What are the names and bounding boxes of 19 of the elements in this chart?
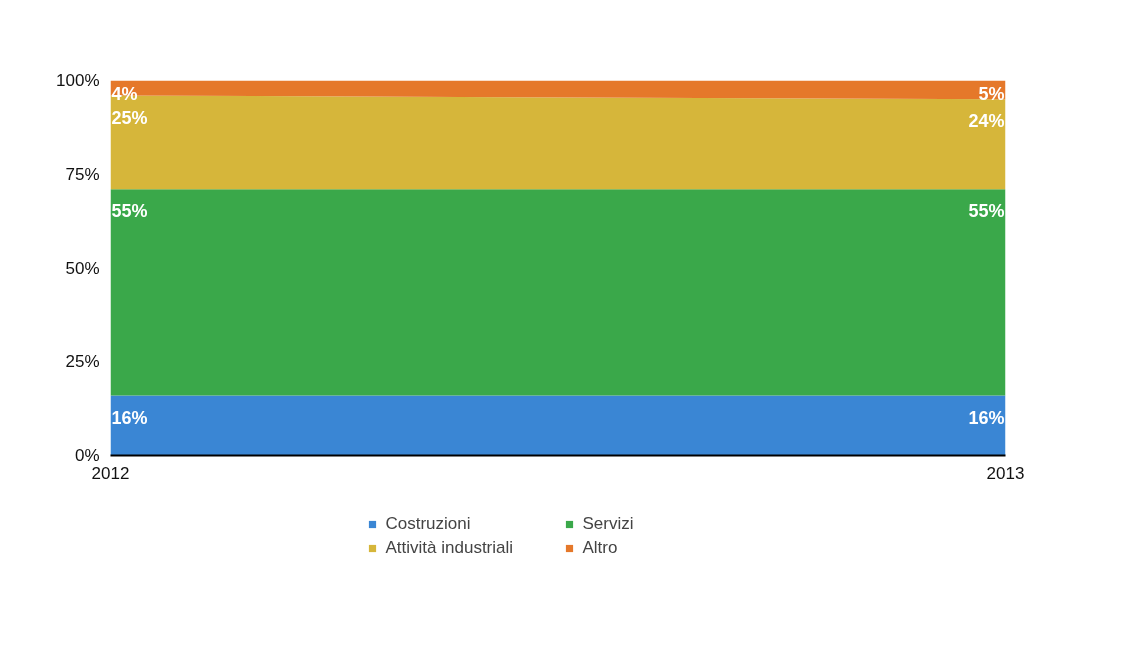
x-tick-label: 2013 bbox=[986, 463, 1025, 483]
y-tick-label: 50% bbox=[65, 258, 100, 278]
data-label: 5% bbox=[978, 83, 1005, 104]
legend-label: Costruzioni bbox=[385, 514, 472, 534]
data-label: 55% bbox=[968, 201, 1005, 222]
y-tick-label: 75% bbox=[65, 164, 100, 184]
y-tick-label: 100% bbox=[56, 71, 100, 90]
y-tick-label: 25% bbox=[65, 352, 100, 372]
legend-label: Attività industriali bbox=[385, 538, 515, 558]
data-label: 16% bbox=[111, 407, 148, 428]
data-label: 4% bbox=[111, 83, 138, 104]
data-label: 24% bbox=[968, 111, 1005, 132]
x-tick-label: 2012 bbox=[91, 463, 130, 483]
legend-label: Altro bbox=[582, 538, 619, 558]
data-label: 25% bbox=[111, 107, 148, 128]
data-label: 55% bbox=[111, 201, 148, 222]
legend-label: Servizi bbox=[582, 514, 635, 534]
y-tick-label: 0% bbox=[74, 446, 100, 465]
data-label: 16% bbox=[968, 407, 1005, 428]
